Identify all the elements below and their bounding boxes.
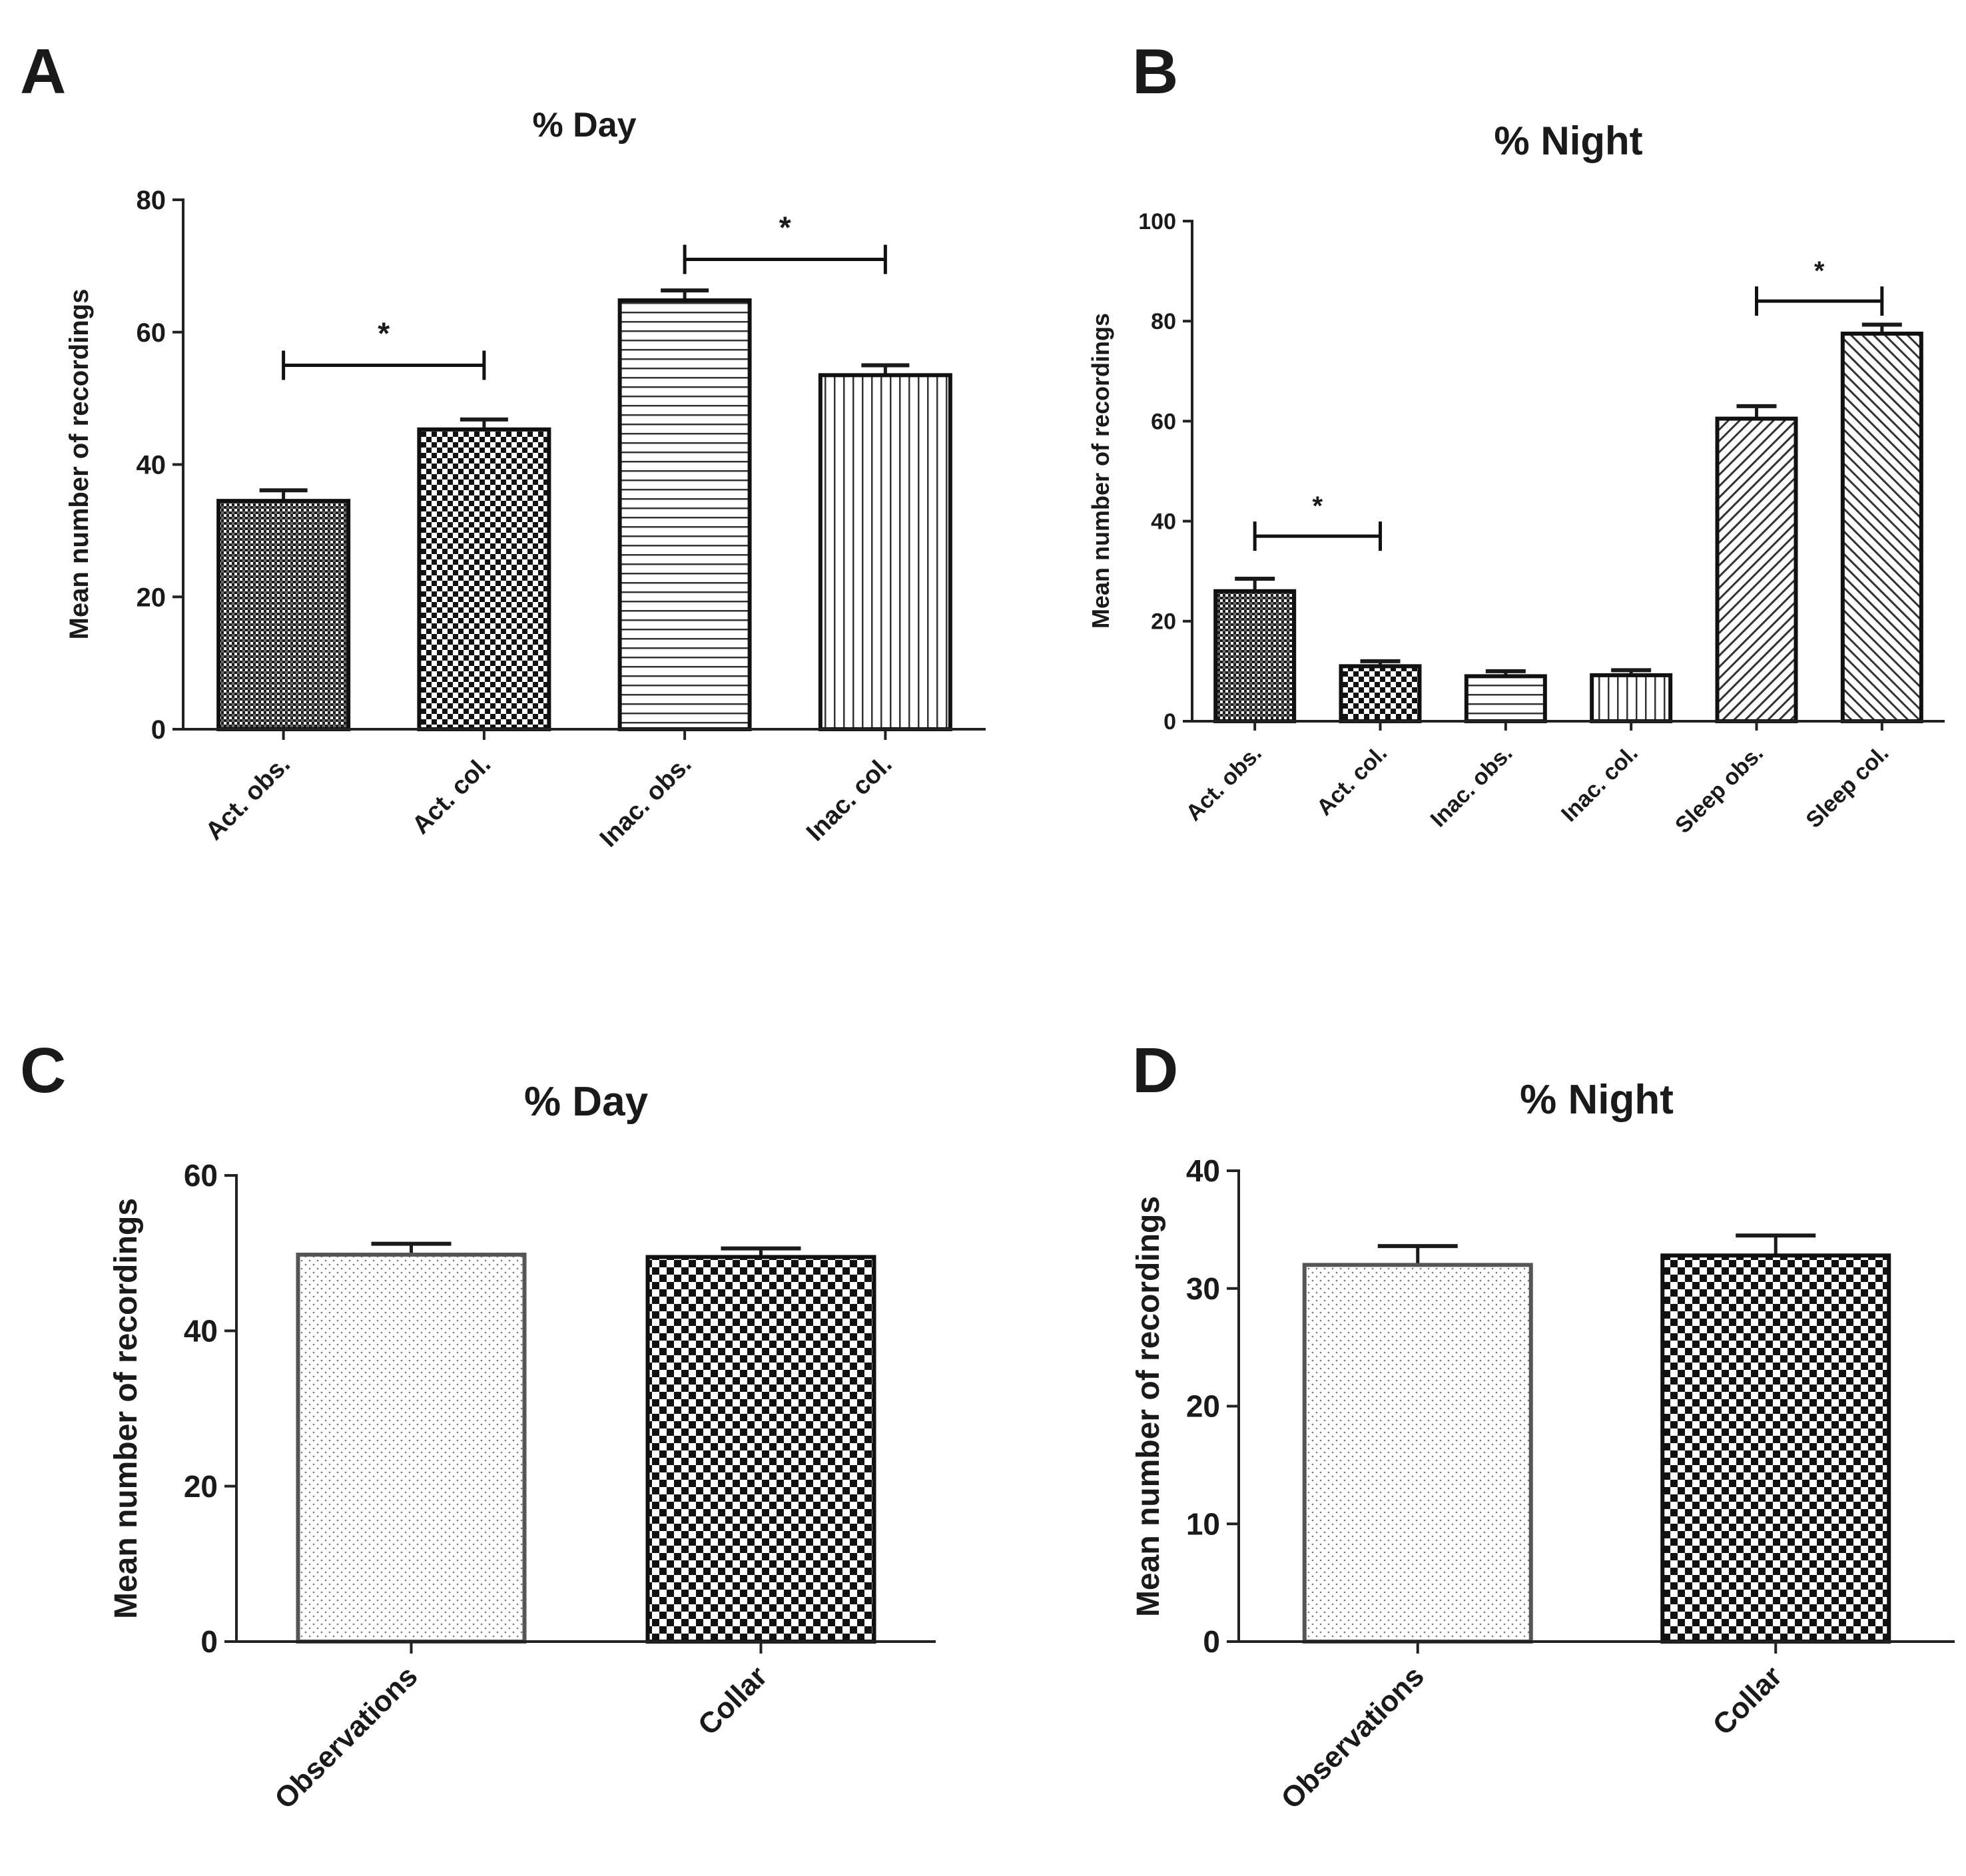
x-tick-label-inac-obs: Inac. obs.	[595, 751, 697, 853]
significance-star: *	[1814, 256, 1825, 286]
y-tick-label: 0	[1163, 709, 1176, 735]
y-tick-label: 60	[1151, 409, 1176, 434]
bar-sleep-col	[1840, 331, 1923, 724]
y-tick-label: 10	[1186, 1506, 1220, 1541]
chart-d: % Night Mean number of recordings 0 10 20 30 4…	[1131, 1077, 1955, 1815]
panel-letter-a: A	[20, 36, 66, 107]
y-tick-label: 40	[137, 451, 166, 480]
significance-star: *	[779, 210, 791, 244]
bar-inac-obs	[1464, 674, 1547, 723]
bar-collar	[645, 1255, 876, 1644]
bar-act-col	[417, 427, 551, 731]
bar-inac-col	[818, 373, 952, 731]
x-tick-label-collar: Collar	[692, 1660, 774, 1741]
x-tick-label-observations: Observations	[268, 1660, 424, 1815]
chart-a: % Day Mean number of recordings * * 0 20 40 60 8…	[65, 106, 986, 852]
x-tick-label-collar: Collar	[1706, 1660, 1788, 1741]
y-tick-label: 30	[1186, 1271, 1220, 1306]
y-axis-title: Mean number of recordings	[1131, 1196, 1166, 1617]
panel-letter-b: B	[1132, 36, 1178, 107]
y-tick-label: 20	[184, 1469, 218, 1504]
y-tick-label: 40	[184, 1313, 218, 1348]
y-tick-label: 60	[137, 318, 166, 348]
y-tick-label: 0	[1203, 1624, 1220, 1659]
x-tick-label-act-obs: Act. obs.	[1181, 741, 1266, 826]
x-tick-label-sleep-obs: Sleep obs.	[1670, 741, 1768, 838]
significance-star: *	[1313, 491, 1323, 521]
x-tick-label-observations: Observations	[1275, 1660, 1430, 1815]
bar-inac-obs	[617, 298, 752, 731]
panel-letter-d: D	[1132, 1035, 1178, 1106]
y-tick-label: 0	[200, 1624, 218, 1659]
bar-act-col	[1339, 664, 1422, 724]
y-axis-title: Mean number of recordings	[109, 1198, 144, 1619]
x-tick-label-act-col: Act. col.	[1312, 741, 1392, 820]
chart-title: % Night	[1520, 1077, 1674, 1123]
x-tick-label-sleep-col: Sleep col.	[1801, 741, 1893, 833]
bar-sleep-obs	[1715, 416, 1798, 724]
y-axis-title: Mean number of recordings	[65, 289, 94, 640]
y-tick-label: 20	[1186, 1389, 1220, 1424]
panel-letter-c: C	[20, 1035, 66, 1106]
bar-inac-col	[1590, 673, 1673, 724]
y-tick-label: 40	[1186, 1153, 1220, 1188]
significance-star: *	[378, 316, 390, 350]
y-tick-label: 80	[137, 186, 166, 215]
y-tick-label: 20	[1151, 609, 1176, 635]
bar-act-obs	[216, 499, 351, 731]
x-tick-label-inac-col: Inac. col.	[1556, 741, 1643, 827]
x-tick-label-inac-obs: Inac. obs.	[1426, 741, 1518, 832]
x-tick-label-act-col: Act. col.	[407, 751, 496, 840]
chart-title: % Day	[532, 106, 636, 145]
bar-observations	[1302, 1263, 1533, 1644]
chart-b: % Night Mean number of recordings * * 0 20 40 6…	[1087, 119, 1945, 838]
x-tick-label-act-obs: Act. obs.	[200, 751, 296, 846]
y-tick-label: 20	[137, 583, 166, 612]
y-axis-title: Mean number of recordings	[1087, 313, 1114, 629]
y-tick-label: 60	[184, 1158, 218, 1193]
y-tick-label: 100	[1138, 209, 1176, 234]
chart-title: % Night	[1494, 119, 1642, 163]
y-tick-label: 40	[1151, 509, 1176, 535]
chart-title: % Day	[524, 1079, 649, 1125]
y-tick-label: 80	[1151, 309, 1176, 334]
bar-act-obs	[1213, 589, 1297, 723]
x-tick-label-inac-col: Inac. col.	[801, 751, 898, 847]
chart-c: % Day Mean number of recordings 0 20 40 60 Obs…	[109, 1079, 936, 1815]
bar-observations	[296, 1253, 527, 1644]
bar-collar	[1660, 1253, 1891, 1644]
y-tick-label: 0	[151, 715, 166, 745]
